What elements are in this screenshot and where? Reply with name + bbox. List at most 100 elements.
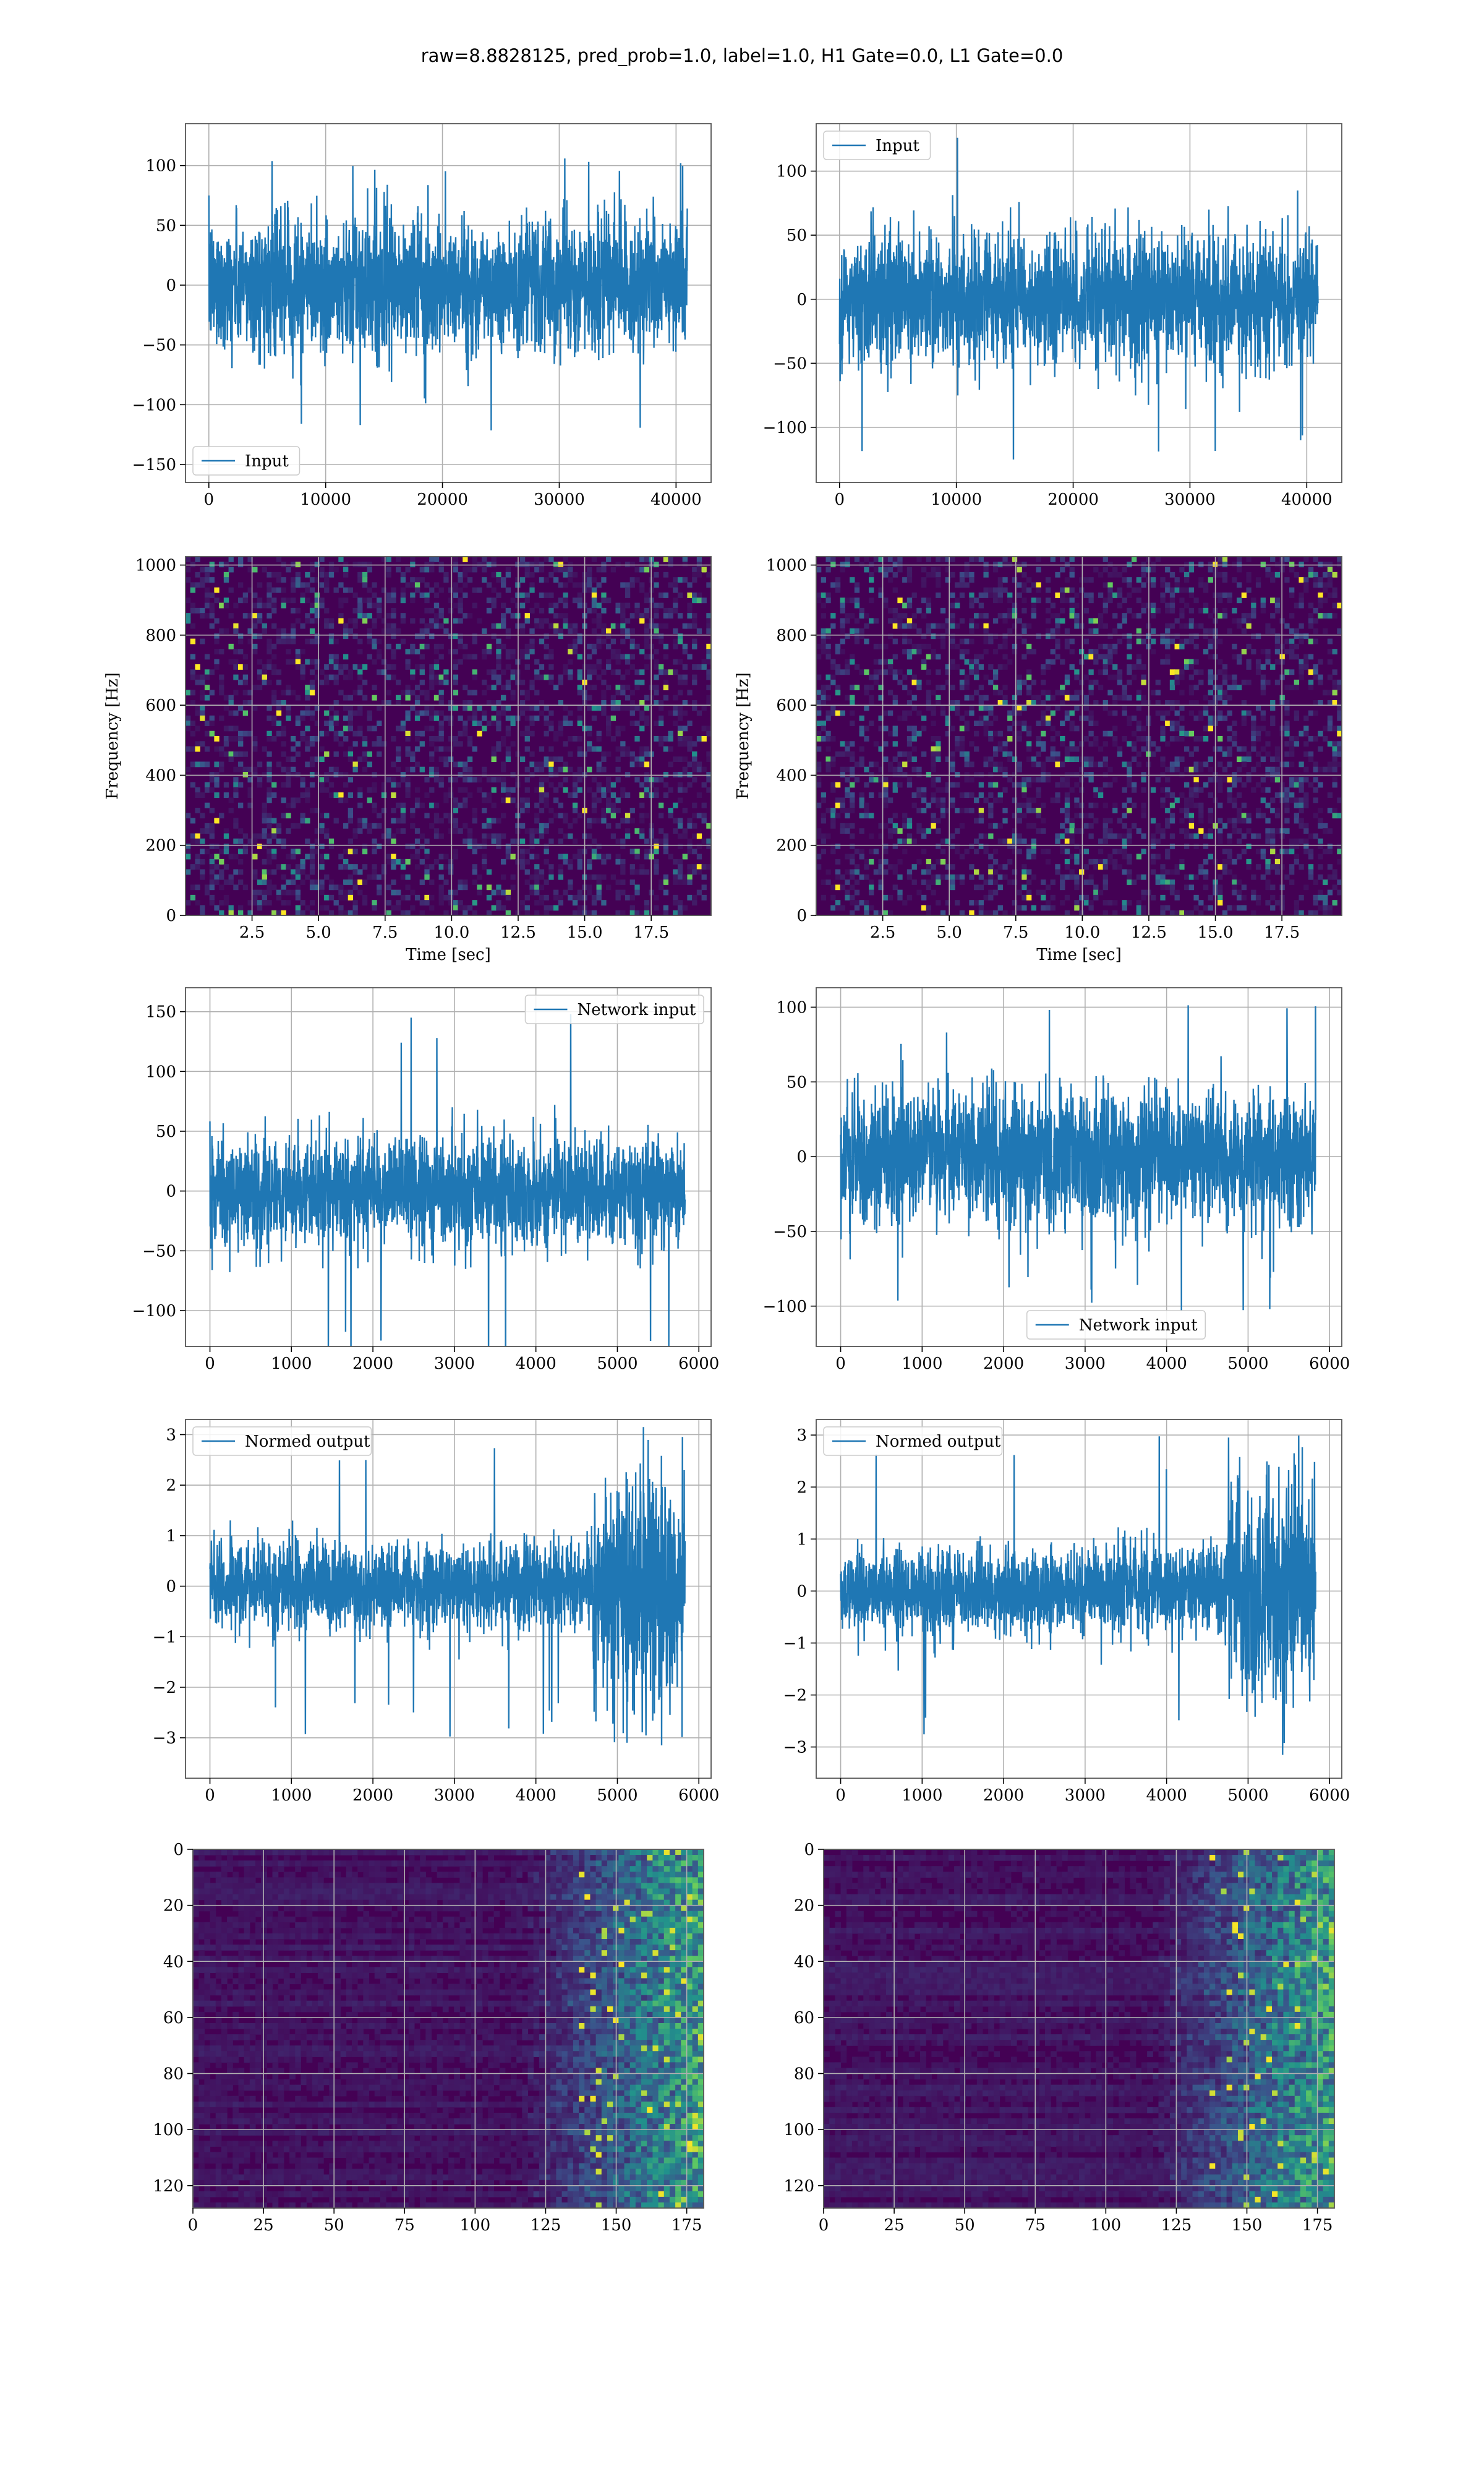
legend-label: Network input [578,1001,696,1019]
y-tick-label: 400 [145,766,176,785]
legend: Network input [524,995,704,1024]
x-tick-label: 30000 [1164,490,1216,509]
y-tick-label: 0 [796,291,807,309]
y-tick-label: 1 [166,1527,176,1546]
y-tick-label: 50 [787,226,807,245]
y-tick-label: 40 [163,1953,184,1971]
y-tick-label: −50 [142,336,176,355]
y-tick-label: 2 [796,1478,807,1497]
x-tick-label: 175 [672,2216,702,2235]
axes-frame [185,556,712,916]
legend-label: Normed output [876,1432,1001,1451]
x-tick-label: 5.0 [306,923,331,942]
y-tick-label: −3 [783,1739,807,1757]
y-tick-label: −100 [763,1298,807,1316]
x-tick-label: 0 [835,1355,846,1373]
x-tick-label: 2.5 [870,923,895,942]
y-tick-label: 800 [776,627,807,645]
axes-frame [192,1849,704,2209]
x-tick-label: 6000 [1309,1355,1350,1373]
x-tick-label: 3000 [434,1786,475,1805]
y-tick-label: 20 [163,1897,184,1915]
y-tick-label: −150 [132,456,176,474]
x-tick-label: 0 [204,490,215,509]
x-tick-label: 50 [324,2216,344,2235]
y-tick-label: 150 [145,1003,176,1022]
x-tick-label: 5000 [597,1786,638,1805]
legend: Input [823,131,931,160]
x-tick-label: 5000 [1227,1786,1268,1805]
axes-frame [816,123,1342,483]
x-tick-label: 1000 [271,1355,312,1373]
y-tick-label: 0 [173,1841,184,1859]
series-line [840,1436,1317,1755]
x-axis-label: Time [sec] [1036,946,1122,964]
x-tick-label: 3000 [434,1355,475,1373]
x-tick-label: 150 [1232,2216,1263,2235]
y-tick-label: 80 [163,2065,184,2084]
series-line [840,1005,1317,1311]
y-tick-label: 3 [796,1426,807,1445]
y-tick-label: 0 [796,1582,807,1601]
x-tick-label: 7.5 [1003,923,1028,942]
y-tick-label: 120 [783,2177,814,2196]
legend-label: Network input [1079,1316,1198,1335]
x-tick-label: 10.0 [1064,923,1100,942]
x-tick-label: 1000 [902,1786,942,1805]
y-tick-label: 3 [166,1426,176,1445]
y-tick-label: −100 [763,419,807,437]
heatmap-cells [824,1849,1334,2208]
x-tick-label: 0 [835,490,845,509]
y-tick-label: 0 [166,1183,176,1201]
x-tick-label: 20000 [417,490,468,509]
y-tick-label: 1 [796,1530,807,1549]
x-tick-label: 20000 [1047,490,1099,509]
y-tick-label: 0 [804,1841,814,1859]
y-tick-label: 40 [794,1953,814,1971]
y-tick-label: −1 [783,1634,807,1653]
y-tick-label: 600 [145,696,176,715]
y-tick-label: 200 [145,837,176,855]
x-tick-label: 40000 [650,490,702,509]
x-tick-label: 30000 [534,490,585,509]
panel-1: 0 10000 20000 30000 40000 100 50 0 −50 −100 −150 In… [132,123,712,509]
y-tick-label: 400 [776,766,807,785]
y-tick-label: 0 [166,276,176,295]
legend-label: Normed output [245,1432,370,1451]
x-tick-label: 2000 [352,1355,393,1373]
x-tick-label: 75 [1025,2216,1046,2235]
x-tick-label: 0 [188,2216,198,2235]
x-tick-label: 25 [254,2216,274,2235]
panel-4: 2.5 5.0 7.5 10.0 12.5 15.0 17.5 1000 800 600 400 20… [734,556,1342,964]
x-tick-label: 5.0 [937,923,962,942]
panel-5: 0 1000 2000 3000 4000 5000 6000 150 100 50 0 −50 −10… [132,987,719,1373]
x-tick-label: 10000 [931,490,982,509]
x-tick-label: 3000 [1065,1355,1106,1373]
x-tick-label: 2000 [983,1786,1024,1805]
x-tick-label: 7.5 [372,923,398,942]
panel-2: 0 10000 20000 30000 40000 100 50 0 −50 −100 Input [763,123,1342,509]
y-tick-label: −2 [783,1687,807,1705]
x-tick-label: 12.5 [1131,923,1167,942]
x-tick-label: 6000 [1309,1786,1350,1805]
x-tick-label: 4000 [516,1355,556,1373]
x-tick-label: 1000 [902,1355,942,1373]
legend: Input [192,446,301,476]
y-tick-label: 100 [783,2121,814,2139]
x-tick-label: 25 [884,2216,905,2235]
x-tick-label: 4000 [516,1786,556,1805]
y-tick-label: 100 [776,163,807,181]
heatmap-cells [816,557,1342,915]
x-tick-label: 125 [531,2216,561,2235]
grid [186,557,711,916]
axes-frame [185,987,712,1347]
x-tick-label: 10.0 [433,923,469,942]
x-tick-label: 17.5 [633,923,669,942]
y-tick-label: 0 [796,907,807,925]
x-tick-label: 3000 [1065,1786,1106,1805]
y-tick-label: 200 [776,837,807,855]
y-tick-label: 0 [796,1148,807,1166]
panel-8: 0 1000 2000 3000 4000 5000 6000 3 2 1 0 −1 −2 −3 Norme… [783,1419,1350,1805]
x-tick-label: 17.5 [1264,923,1300,942]
legend-label: Input [876,137,919,155]
